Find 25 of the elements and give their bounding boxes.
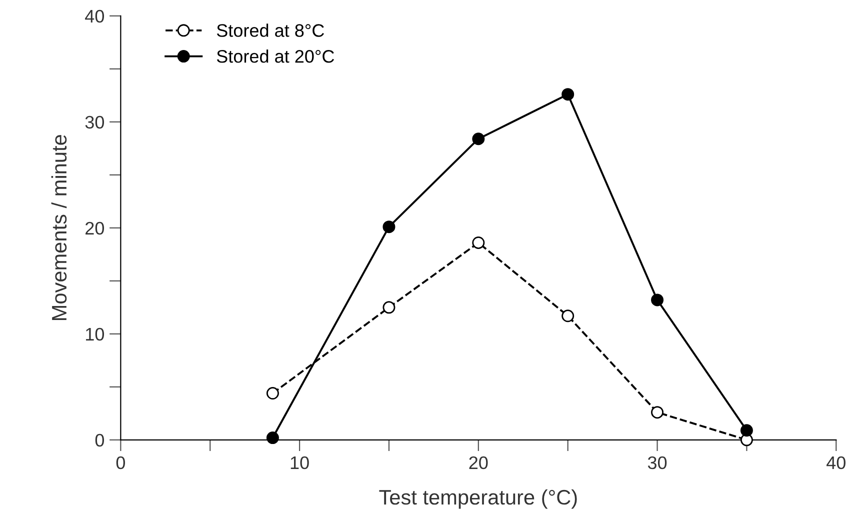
point [562, 88, 574, 101]
point [266, 432, 279, 444]
x-tick-label: 30 [648, 456, 667, 470]
point [740, 424, 753, 437]
y-tick-label: 40 [85, 10, 104, 23]
point [651, 406, 664, 419]
point [382, 220, 396, 234]
x-tick-label: 0 [116, 456, 125, 470]
point [266, 387, 279, 400]
point [651, 294, 664, 306]
y-tick-label: 30 [85, 116, 104, 129]
point [382, 301, 396, 314]
x-axis-title: Test temperature (°C) [379, 489, 577, 509]
y-axis-title: Movements / minute [51, 135, 67, 320]
legend-label: Stored at 20°C [216, 50, 334, 63]
x-tick-label: 40 [826, 456, 846, 470]
y-tick-label: 10 [86, 328, 104, 341]
x-tick-label: 10 [290, 456, 309, 470]
point [472, 236, 485, 249]
point [562, 310, 574, 322]
legend-label: Stored at 8°C [216, 24, 324, 37]
point [472, 132, 485, 146]
x-tick-label: 20 [469, 456, 488, 470]
y-tick-label: 0 [95, 434, 104, 447]
y-tick-label: 20 [86, 222, 104, 235]
